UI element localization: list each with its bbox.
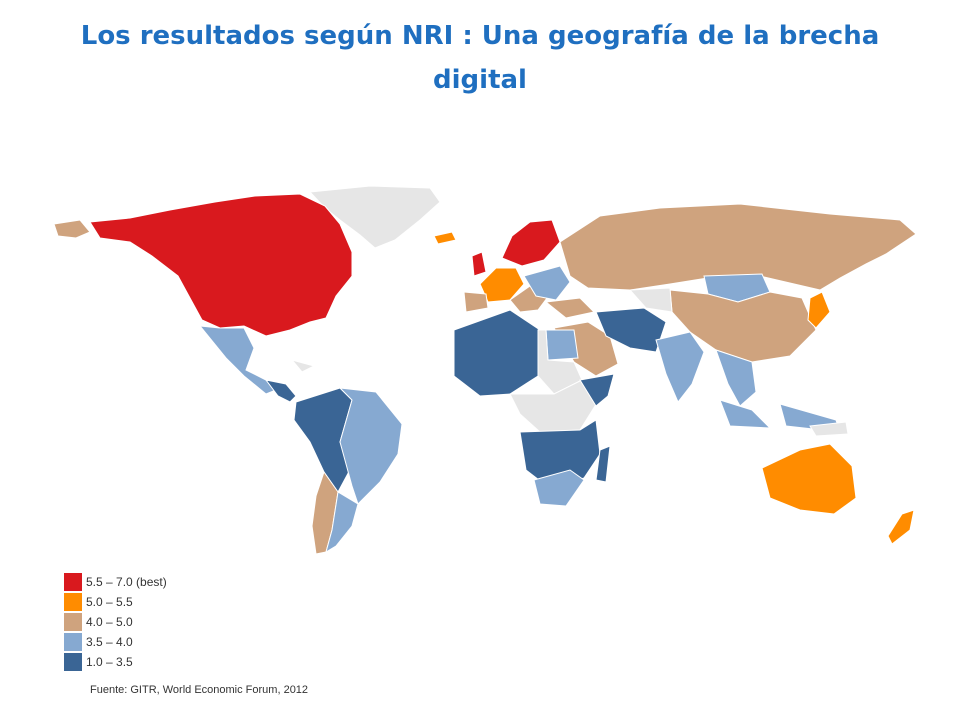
region-north-africa-west	[453, 309, 541, 397]
region-india	[655, 331, 705, 403]
region-horn-of-africa	[579, 373, 615, 407]
legend-item-low: 3.5 – 4.0	[64, 632, 167, 652]
legend-swatch	[64, 653, 82, 671]
legend-item-high: 5.0 – 5.5	[64, 592, 167, 612]
region-argentina	[325, 491, 359, 554]
source-note: Fuente: GITR, World Economic Forum, 2012	[90, 684, 309, 696]
region-china	[669, 289, 817, 363]
region-southern-africa	[519, 419, 601, 491]
legend-swatch	[64, 573, 82, 591]
region-iran-pakistan	[595, 307, 667, 353]
region-papua	[809, 421, 849, 437]
region-iceland	[433, 231, 457, 245]
legend-label: 4.0 – 5.0	[86, 615, 133, 629]
region-egypt	[545, 329, 579, 361]
region-russia	[559, 203, 917, 291]
region-caribbean	[290, 359, 316, 373]
region-alaska	[53, 219, 91, 239]
region-mexico	[198, 325, 277, 395]
page-title: Los resultados según NRI : Una geografía…	[80, 21, 880, 95]
region-madagascar	[595, 445, 611, 483]
region-southeast-asia	[715, 349, 841, 433]
legend-label: 3.5 – 4.0	[86, 635, 133, 649]
region-uk	[471, 251, 487, 277]
region-sahel-nodata	[537, 329, 583, 395]
region-greenland	[308, 185, 441, 249]
region-central-africa	[509, 379, 601, 433]
legend-item-bottom: 1.0 – 3.5	[64, 652, 167, 672]
region-south-africa	[533, 469, 585, 507]
legend-swatch	[64, 593, 82, 611]
region-south-america-east	[338, 387, 403, 505]
legend-swatch	[64, 613, 82, 631]
legend-swatch	[64, 633, 82, 651]
legend-item-best: 5.5 – 7.0 (best)	[64, 572, 167, 592]
region-eastern-europe	[523, 265, 571, 301]
region-new-zealand	[887, 509, 915, 545]
region-central-asia	[628, 287, 673, 313]
map-legend: 5.5 – 7.0 (best) 5.0 – 5.5 4.0 – 5.0 3.5…	[64, 572, 167, 672]
region-turkey	[544, 297, 596, 319]
legend-item-mid: 4.0 – 5.0	[64, 612, 167, 632]
region-central-america	[264, 379, 297, 403]
region-scandinavia	[501, 219, 561, 267]
legend-label: 5.0 – 5.5	[86, 595, 133, 609]
legend-label: 5.5 – 7.0 (best)	[86, 575, 167, 589]
region-western-europe	[479, 267, 525, 303]
region-australia	[761, 443, 857, 515]
region-southern-europe	[463, 285, 551, 313]
legend-label: 1.0 – 3.5	[86, 655, 133, 669]
region-north-america	[89, 193, 353, 337]
world-map	[53, 185, 917, 555]
region-japan	[807, 291, 831, 329]
